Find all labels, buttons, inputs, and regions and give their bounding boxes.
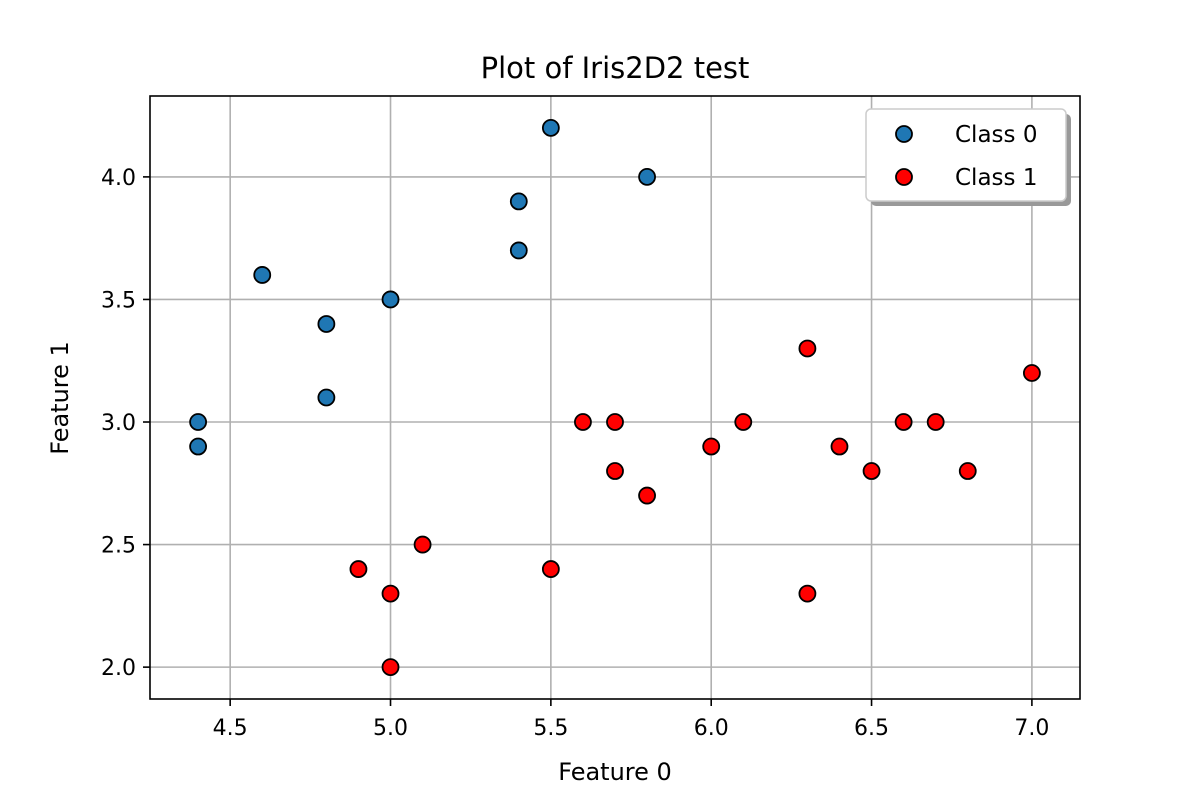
legend-label-class-0: Class 0 xyxy=(955,122,1037,148)
x-tick-label: 5.0 xyxy=(373,716,408,741)
x-tick-label: 6.5 xyxy=(854,716,889,741)
point-class-0 xyxy=(189,413,208,431)
y-tick-label: 3.5 xyxy=(101,288,136,313)
y-tick-label: 4.0 xyxy=(101,166,136,191)
data-points xyxy=(189,118,1041,677)
x-axis-label: Feature 0 xyxy=(558,758,672,786)
point-class-1 xyxy=(734,413,753,431)
point-class-0 xyxy=(253,266,272,284)
point-class-0 xyxy=(381,290,400,309)
point-class-1 xyxy=(958,462,977,480)
point-class-1 xyxy=(606,413,624,431)
x-tick-label: 4.5 xyxy=(213,716,248,741)
point-class-1 xyxy=(798,584,817,603)
legend-marker-class-1 xyxy=(895,168,913,186)
point-class-1 xyxy=(381,658,400,677)
y-tick-label: 2.5 xyxy=(101,534,136,559)
point-class-1 xyxy=(349,560,368,578)
point-class-0 xyxy=(509,241,528,260)
y-axis-label: Feature 1 xyxy=(46,341,74,455)
legend-marker-class-0 xyxy=(895,125,913,143)
point-class-0 xyxy=(638,167,656,186)
point-class-1 xyxy=(798,339,817,358)
plot-area-frame xyxy=(149,95,1081,700)
x-tick-label: 6.0 xyxy=(694,716,729,741)
point-class-0 xyxy=(509,192,528,211)
point-class-1 xyxy=(541,560,560,578)
point-class-1 xyxy=(638,486,656,505)
point-class-1 xyxy=(862,462,881,480)
legend: Class 0 Class 1 xyxy=(865,108,1071,206)
point-class-0 xyxy=(189,437,208,456)
point-class-1 xyxy=(574,413,592,431)
point-class-0 xyxy=(317,388,336,407)
point-class-1 xyxy=(926,413,945,431)
x-tick-label: 5.5 xyxy=(533,716,568,741)
y-tick-label: 2.0 xyxy=(101,656,136,681)
point-class-1 xyxy=(830,437,849,456)
legend-label-class-1: Class 1 xyxy=(955,165,1037,191)
x-tick-label: 7.0 xyxy=(1014,716,1049,741)
legend-box xyxy=(865,108,1067,202)
y-axis-ticks: 2.0 2.5 3.0 3.5 4.0 xyxy=(101,166,150,681)
y-tick-label: 3.0 xyxy=(101,411,136,436)
point-class-1 xyxy=(1022,364,1041,382)
point-class-0 xyxy=(541,118,560,137)
chart-title: Plot of Iris2D2 test xyxy=(481,51,750,85)
point-class-0 xyxy=(317,315,336,333)
point-class-1 xyxy=(894,413,913,431)
point-class-1 xyxy=(413,535,432,554)
x-axis-ticks: 4.5 5.0 5.5 6.0 6.5 7.0 xyxy=(213,699,1049,741)
point-class-1 xyxy=(606,462,624,480)
point-class-1 xyxy=(381,584,400,603)
point-class-1 xyxy=(702,437,721,456)
